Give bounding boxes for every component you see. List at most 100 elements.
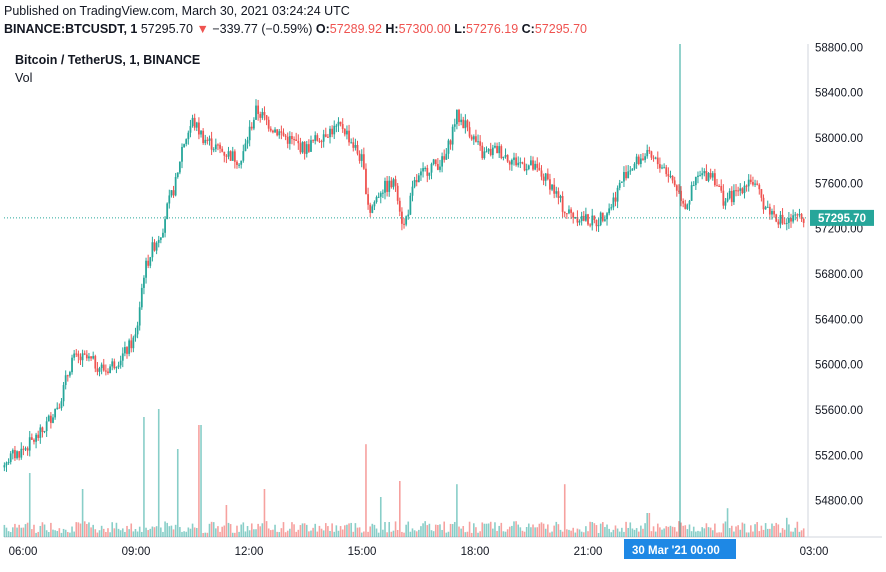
chart-legend-title[interactable]: Bitcoin / TetherUS, 1, BINANCE [15,53,201,67]
candle-body [726,198,729,202]
candle-body [549,179,551,190]
candle-body [513,157,515,160]
candle-body [75,353,78,355]
volume-bar [270,530,272,537]
volume-bar [568,529,570,537]
candle-body [800,214,803,220]
candle-body [642,158,644,160]
volume-bar [756,522,758,537]
high-value: 57300.00 [398,22,451,36]
candle-body [754,183,756,185]
volume-bar [350,522,352,537]
volume-bar [739,529,742,537]
volume-bar [206,532,209,537]
last-price-badge-label: 57295.70 [818,213,866,225]
volume-bar [540,522,543,537]
volume-bar [557,524,560,537]
candle-body [208,138,211,141]
volume-bar [210,521,213,537]
volume-bar [124,531,126,537]
candle-body [483,151,486,159]
candle-body [606,213,608,220]
candle-body [255,105,257,120]
candle-body [728,190,731,199]
candle-body [620,181,623,183]
volume-bar [187,527,190,537]
candle-body [455,109,458,125]
volume-bar [138,526,141,537]
volume-bar [413,530,416,537]
candle-body [447,140,450,154]
candle-body [466,120,469,128]
candle-body [737,190,740,192]
candle-body [405,216,408,225]
candle-body [354,145,357,148]
candle-body [198,122,200,135]
candle-body [451,126,454,145]
y-tick-label: 56400.00 [815,314,863,326]
volume-bar [348,523,350,537]
volume-bar [754,524,756,537]
volume-bar [424,521,426,537]
volume-bar [278,532,281,537]
volume-bar [456,484,458,537]
candle-body [593,215,596,220]
candle-body [527,165,530,169]
volume-bar [633,529,636,537]
candle-body [392,179,395,188]
symbol-label[interactable]: BINANCE:BTCUSDT, 1 [4,22,138,36]
volume-bar [760,525,763,537]
volume-bar [172,529,175,537]
volume-bar [386,532,388,537]
candle-body [79,356,82,361]
candle-body [489,149,492,156]
volume-bar [303,523,306,537]
candle-body [796,214,799,216]
volume-bar [344,525,346,537]
candle-body [743,185,746,194]
volume-bar [141,531,143,537]
volume-bar [434,524,437,537]
volume-bar [227,522,230,537]
candle-body [280,131,283,133]
candle-body [227,151,230,157]
volume-bar [185,531,188,537]
candle-body [377,196,380,198]
volume-bar [718,532,720,537]
volume-bar [45,530,48,537]
candle-body [343,129,346,135]
volume-bar [157,409,160,537]
y-tick-label: 56800.00 [815,269,863,281]
high-label: H: [385,22,399,36]
candle-body [299,143,302,153]
x-tick-label: 06:00 [9,546,38,558]
volume-bar [212,522,215,537]
volume-bar [733,531,735,537]
volume-legend[interactable]: Vol [15,71,33,85]
candle-body [639,158,642,164]
candle-body [515,157,518,166]
candle-body [401,211,403,224]
candle-body [33,439,35,442]
candle-body [219,144,221,149]
volume-bar [107,528,109,537]
volume-bar [329,530,331,537]
candle-body [771,211,773,215]
candle-body [756,183,759,185]
candle-body [138,307,141,326]
volume-bar [489,521,492,537]
volume-bar [451,524,454,537]
volume-bar [437,524,439,537]
candle-body [631,168,634,171]
candle-body [481,145,484,159]
candle-body [570,209,572,213]
volume-bar [566,529,568,537]
volume-bar [301,523,304,537]
last-price: 57295.70 [140,22,193,36]
candle-body [384,180,386,193]
volume-bar [407,521,410,537]
candle-body [610,207,613,209]
candle-body [155,242,158,251]
volume-bar [215,528,217,537]
